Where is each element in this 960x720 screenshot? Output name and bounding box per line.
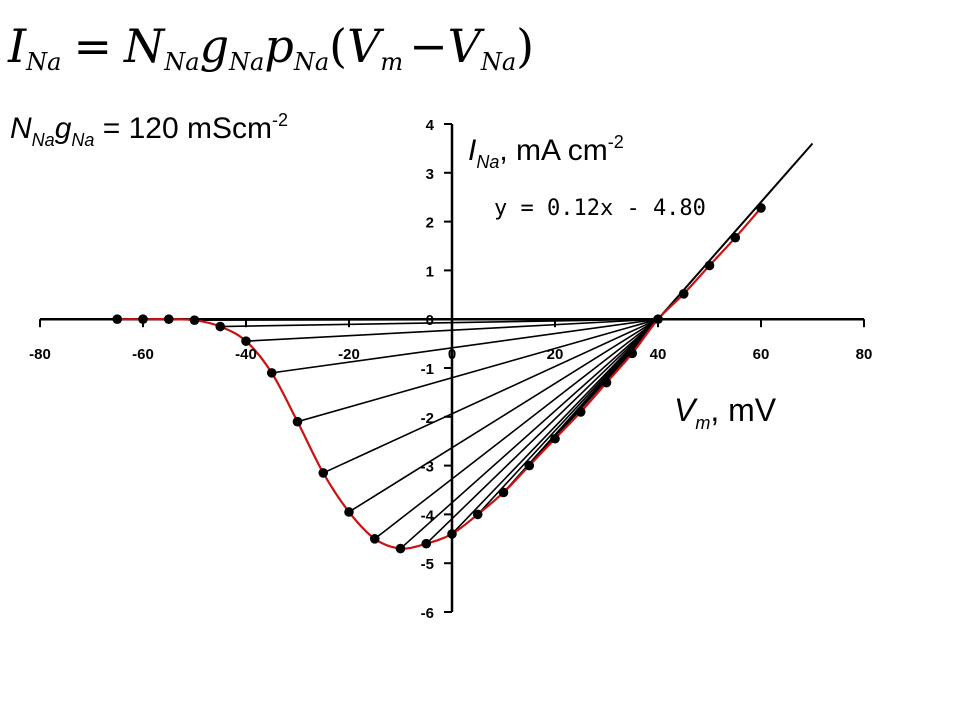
fit-equation: y = 0.12x - 4.80 xyxy=(494,196,706,221)
xlabel-main: V xyxy=(674,392,698,428)
tick-labels: -80 -60 -40 -20 0 20 40 60 80 4 3 2 1 0 -1 -2 -3 -4 -5 -6 xyxy=(29,117,872,622)
data-point xyxy=(421,538,432,549)
eq-p-main: p xyxy=(264,19,293,73)
data-point xyxy=(138,314,148,325)
cond-n-sub: Na xyxy=(32,130,55,150)
eq-n-main: N xyxy=(123,19,166,73)
y-tick-label: 0 xyxy=(426,312,434,329)
cond-g-sub: Na xyxy=(71,130,94,150)
data-point xyxy=(395,543,406,554)
ylabel-main: I xyxy=(468,134,476,167)
data-point xyxy=(627,348,638,359)
eq-g-main: g xyxy=(200,19,229,73)
chord-line xyxy=(399,318,659,550)
x-axis-label: Vm, mV xyxy=(674,392,777,433)
eq-p-sub: Na xyxy=(293,48,329,76)
data-point xyxy=(241,336,251,346)
data-point xyxy=(266,368,277,378)
data-point xyxy=(653,314,663,325)
y-tick-label: -5 xyxy=(421,556,434,573)
cond-g-main: g xyxy=(55,112,72,145)
iv-curve xyxy=(117,207,762,550)
iv-curve-line xyxy=(117,207,762,550)
y-tick-label: 3 xyxy=(426,166,434,183)
x-tick-label: -60 xyxy=(132,346,154,363)
eq-vna-sub: Na xyxy=(480,48,516,76)
data-point xyxy=(704,260,715,271)
data-point xyxy=(550,433,560,444)
chord-line xyxy=(322,318,659,474)
y-tick-label: 1 xyxy=(426,263,434,280)
y-tick-label: 2 xyxy=(426,215,434,232)
chord-lines xyxy=(117,318,659,550)
y-tick-label: 4 xyxy=(426,117,435,134)
x-tick-label: 20 xyxy=(547,346,564,363)
eq-minus: − xyxy=(409,19,448,73)
chord-line xyxy=(425,318,659,545)
data-point xyxy=(756,203,766,213)
data-point xyxy=(730,232,741,243)
eq-vm-sub: m xyxy=(380,48,403,76)
data-point xyxy=(189,315,200,325)
data-point xyxy=(215,321,226,332)
chord-line xyxy=(451,318,659,535)
y-tick-label: -2 xyxy=(421,410,434,427)
y-axis-label: INa, mA cm-2 xyxy=(468,132,624,172)
data-point xyxy=(344,507,354,517)
data-point xyxy=(498,487,509,498)
data-point xyxy=(575,407,586,417)
eq-vm-main: V xyxy=(347,19,385,73)
cond-value: = 120 mScm xyxy=(94,112,272,145)
x-tick-label: 80 xyxy=(856,346,873,363)
y-tick-label: -6 xyxy=(421,605,434,622)
eq-equals: = xyxy=(73,19,112,73)
data-point xyxy=(472,509,483,520)
xlabel-sub: m xyxy=(695,413,710,433)
ylabel-sub: Na xyxy=(476,152,499,172)
data-point xyxy=(447,529,457,539)
data-point xyxy=(292,416,303,427)
eq-g-sub: Na xyxy=(228,48,264,76)
data-point xyxy=(678,289,689,299)
data-point xyxy=(318,468,329,478)
x-tick-label: -40 xyxy=(235,346,257,363)
chord-line xyxy=(348,318,659,513)
x-tick-label: 40 xyxy=(650,346,667,363)
eq-i-main: I xyxy=(7,19,27,73)
eq-n-sub: Na xyxy=(163,48,199,76)
y-tick-label: -4 xyxy=(421,507,435,524)
data-point xyxy=(524,460,535,471)
data-point xyxy=(369,534,380,544)
eq-vna-main: V xyxy=(448,19,486,73)
chord-line xyxy=(297,318,659,423)
y-tick-label: -3 xyxy=(421,459,434,476)
eq-close-paren: ) xyxy=(516,19,534,73)
ylabel-sup: -2 xyxy=(608,132,624,152)
x-tick-label: -80 xyxy=(29,346,51,363)
x-tick-label: 60 xyxy=(753,346,770,363)
data-point xyxy=(112,314,123,325)
data-point xyxy=(601,377,612,388)
x-tick-label: 0 xyxy=(448,346,456,363)
y-tick-label: -1 xyxy=(421,361,434,378)
axes xyxy=(39,123,865,613)
cond-exponent: -2 xyxy=(272,110,288,130)
svg-text:INa=NNagNapNa(Vm−VNa): INa = NNagNapNa(Vm −VNa) xyxy=(7,19,534,76)
chord-line xyxy=(271,318,659,374)
ylabel-rest: , mA cm xyxy=(499,134,607,167)
eq-i-sub: Na xyxy=(25,48,61,76)
eq-open-paren: ( xyxy=(329,19,347,73)
data-markers xyxy=(112,203,766,554)
chord-line xyxy=(374,318,659,540)
cond-n-main: N xyxy=(10,112,32,145)
conductance-label: NNagNa = 120 mScm-2 xyxy=(10,110,288,150)
data-point xyxy=(163,314,174,325)
x-tick-label: -20 xyxy=(338,346,360,363)
xlabel-rest: , mV xyxy=(710,392,776,428)
sodium-current-equation: INa = NNagNapNa(Vm −VNa) xyxy=(7,19,534,76)
